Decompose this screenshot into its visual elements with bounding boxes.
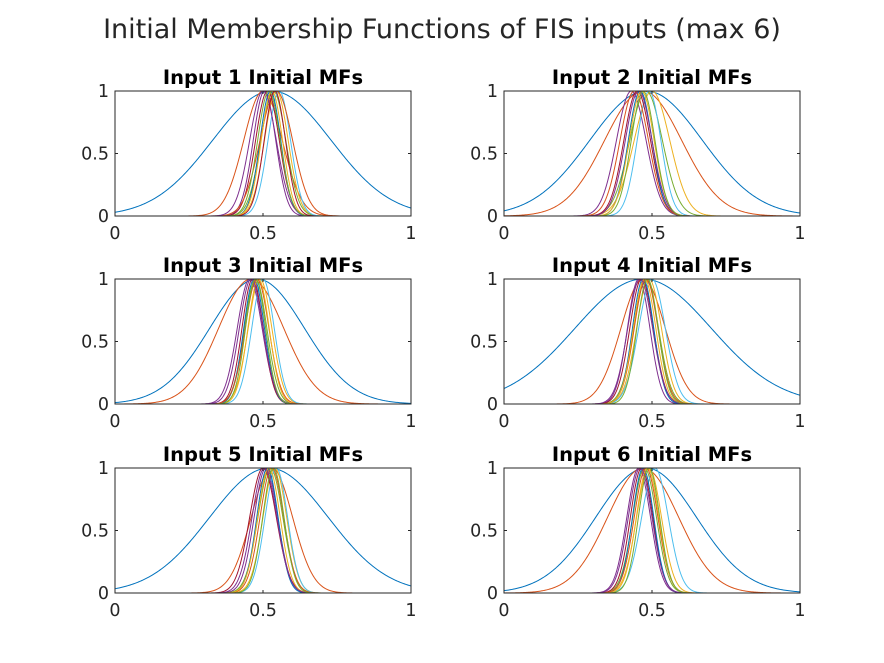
y-tick-label: 0 [487, 207, 498, 227]
x-tick-label: 0.5 [638, 224, 666, 244]
axes-background [115, 279, 411, 404]
x-tick-label: 1 [794, 601, 805, 621]
mf-curve-6 [504, 468, 800, 593]
x-tick-label: 1 [405, 412, 416, 432]
subplot-title: Input 4 Initial MFs [552, 254, 752, 277]
subplot-3: 0 0.5 1 0 0.5 1 Input 3 Initial MFs [81, 254, 416, 432]
subplot-title: Input 1 Initial MFs [163, 66, 363, 89]
y-tick-label: 0 [98, 207, 109, 227]
y-tick-label: 0.5 [81, 145, 109, 165]
mf-curve-4 [504, 91, 800, 216]
y-tick-label: 1 [487, 459, 498, 479]
mf-curve-5 [115, 279, 411, 404]
axes-background [504, 91, 800, 216]
mf-curve-5 [504, 91, 800, 216]
y-tick-label: 1 [98, 459, 109, 479]
mf-curve-8 [115, 91, 411, 216]
mf-curve-4 [504, 468, 800, 593]
mf-curve-9 [504, 91, 800, 216]
mf-curve-4 [504, 279, 800, 404]
mf-curve-4 [115, 468, 411, 593]
mf-curve-11 [504, 91, 800, 216]
x-tick-label: 0 [109, 412, 120, 432]
y-tick-label: 1 [98, 270, 109, 290]
mf-curve-5 [504, 468, 800, 593]
mf-curve-10 [504, 91, 800, 216]
mf-curve-13 [115, 91, 411, 216]
y-tick-label: 0.5 [470, 522, 498, 542]
y-tick-label: 0 [487, 584, 498, 604]
x-tick-label: 0 [498, 412, 509, 432]
mf-curve-10 [115, 91, 411, 216]
mf-curve-12 [115, 279, 411, 404]
x-tick-label: 0.5 [249, 412, 277, 432]
subplot-title: Input 3 Initial MFs [163, 254, 363, 277]
mf-curve-3 [504, 279, 800, 404]
subplot-title: Input 5 Initial MFs [163, 443, 363, 466]
mf-curve-9 [504, 468, 800, 593]
subplot-6: 0 0.5 1 0 0.5 1 Input 6 Initial MFs [470, 443, 805, 621]
mf-curve-11 [504, 279, 800, 404]
y-tick-label: 0 [487, 395, 498, 415]
mf-curve-8 [115, 468, 411, 593]
subplot-1: 0 0.5 1 0 0.5 1 Input 1 Initial MFs [81, 66, 416, 244]
x-tick-label: 0.5 [249, 601, 277, 621]
y-tick-label: 0 [98, 584, 109, 604]
subplot-title: Input 2 Initial MFs [552, 66, 752, 89]
mf-curve-12 [504, 91, 800, 216]
mf-curve-8 [504, 279, 800, 404]
y-tick-label: 1 [487, 82, 498, 102]
x-tick-label: 0.5 [638, 412, 666, 432]
mf-curve-7 [504, 91, 800, 216]
mf-curve-7 [115, 91, 411, 216]
mf-curve-4 [115, 279, 411, 404]
mf-curve-10 [504, 468, 800, 593]
mf-curve-9 [115, 468, 411, 593]
mf-curve-7 [504, 468, 800, 593]
mf-curve-11 [115, 279, 411, 404]
x-tick-label: 0 [109, 224, 120, 244]
x-tick-label: 0.5 [249, 224, 277, 244]
mf-curve-8 [115, 279, 411, 404]
x-tick-label: 1 [794, 412, 805, 432]
y-tick-label: 1 [98, 82, 109, 102]
mf-curve-6 [115, 468, 411, 593]
mf-curve-12 [504, 279, 800, 404]
mf-curve-11 [504, 468, 800, 593]
subplot-2: 0 0.5 1 0 0.5 1 Input 2 Initial MFs [470, 66, 805, 244]
figure-title: Initial Membership Functions of FIS inpu… [103, 14, 781, 45]
mf-curve-8 [504, 468, 800, 593]
x-tick-label: 1 [794, 224, 805, 244]
mf-curve-10 [115, 279, 411, 404]
y-tick-label: 0.5 [470, 333, 498, 353]
x-tick-label: 1 [405, 224, 416, 244]
mf-curve-12 [115, 468, 411, 593]
mf-curve-10 [115, 468, 411, 593]
mf-curve-9 [504, 279, 800, 404]
x-tick-label: 0.5 [638, 601, 666, 621]
mf-curve-5 [115, 468, 411, 593]
y-tick-label: 0.5 [81, 522, 109, 542]
x-tick-label: 1 [405, 601, 416, 621]
x-tick-label: 0 [498, 601, 509, 621]
y-tick-label: 0.5 [470, 145, 498, 165]
mf-curve-12 [504, 468, 800, 593]
subplot-5: 0 0.5 1 0 0.5 1 Input 5 Initial MFs [81, 443, 416, 621]
mf-curve-6 [115, 91, 411, 216]
subplot-4: 0 0.5 1 0 0.5 1 Input 4 Initial MFs [470, 254, 805, 432]
axes-background [115, 91, 411, 216]
y-tick-label: 0 [98, 395, 109, 415]
x-tick-label: 0 [109, 601, 120, 621]
y-tick-label: 0.5 [81, 333, 109, 353]
subplot-title: Input 6 Initial MFs [552, 443, 752, 466]
y-tick-label: 1 [487, 270, 498, 290]
x-tick-label: 0 [498, 224, 509, 244]
mf-curve-6 [504, 91, 800, 216]
mf-curve-10 [504, 279, 800, 404]
mf-curve-12 [115, 91, 411, 216]
mf-curve-3 [115, 279, 411, 404]
mf-curve-9 [115, 279, 411, 404]
subplot-grid: 0 0.5 1 0 0.5 1 Input 1 Initial MFs 0 0.5 1 0 0.5 1 I… [81, 66, 805, 621]
